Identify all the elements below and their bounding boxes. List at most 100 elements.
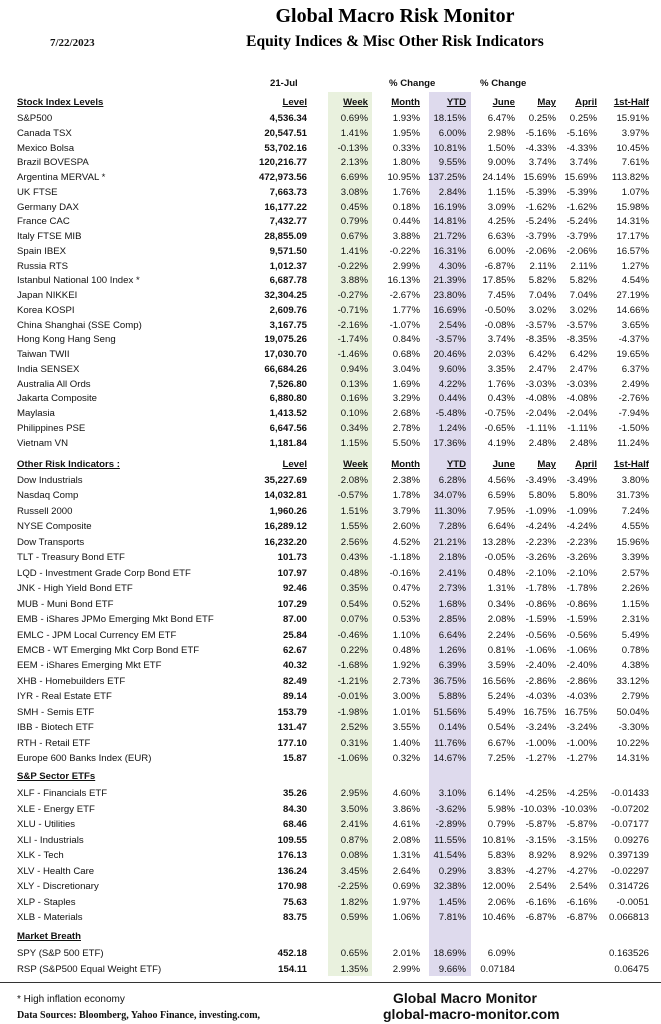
cell-1st-half: 0.397139 <box>608 850 649 861</box>
cell-month: 4.52% <box>392 536 420 548</box>
cell-april: -6.16% <box>566 896 597 908</box>
cell-june: 6.59% <box>487 490 515 502</box>
row-label: Korea KOSPI <box>17 304 75 316</box>
cell-ytd: 14.67% <box>433 753 466 765</box>
cell-level: 176.13 <box>277 850 307 861</box>
cell-june: -0.65% <box>484 422 515 434</box>
table-row: XLK - Tech 176.13 0.08% 1.31% 41.54% 5.83% 8.9… <box>0 848 661 863</box>
cell-1st-half: -2.76% <box>618 393 649 405</box>
cell-may: -3.15% <box>525 834 556 846</box>
cell-week: -0.13% <box>337 142 368 154</box>
cell-1st-half: 1.07% <box>621 186 649 198</box>
cell-1st-half: 11.24% <box>617 437 649 449</box>
table-row: SPY (S&P 500 ETF) 452.18 0.65% 2.01% 18.69% 6… <box>0 946 661 961</box>
cell-april: -1.62% <box>566 201 597 213</box>
cell-1st-half: 3.65% <box>621 319 649 331</box>
cell-week: 0.48% <box>340 567 368 579</box>
cell-month: 16.13% <box>387 275 420 287</box>
section-title: Market Breath <box>17 931 81 942</box>
cell-month: -1.07% <box>389 319 420 331</box>
cell-month: 1.10% <box>392 629 420 641</box>
cell-month: 0.44% <box>392 216 420 228</box>
cell-may: -4.25% <box>525 788 556 799</box>
cell-week: -0.27% <box>337 290 368 301</box>
cell-ytd: 14.81% <box>433 216 466 228</box>
cell-may: -3.26% <box>525 552 556 564</box>
cell-june: 7.45% <box>487 290 515 301</box>
cell-week: 0.34% <box>340 422 368 434</box>
cell-month: 0.84% <box>392 334 420 346</box>
cell-april: -2.23% <box>566 536 597 548</box>
cell-month: 2.73% <box>392 675 420 687</box>
cell-month: 2.99% <box>392 964 420 975</box>
column-header: Week <box>343 459 368 470</box>
cell-ytd: 16.31% <box>433 245 466 257</box>
cell-month: 1.95% <box>392 127 420 139</box>
cell-1st-half: 2.49% <box>621 378 649 390</box>
brand-name: Global Macro Monitor <box>393 990 537 1006</box>
cell-1st-half: 14.31% <box>616 753 649 765</box>
cell-1st-half: -0.0051 <box>616 896 649 908</box>
cell-month: 1.93% <box>392 113 420 124</box>
cell-ytd: 51.56% <box>433 706 466 718</box>
row-label: India SENSEX <box>17 363 80 375</box>
table-row: India SENSEX 66,684.26 0.94% 3.04% 9.60% 3.35… <box>0 362 661 377</box>
cell-ytd: 21.72% <box>433 231 466 242</box>
table-row: Australia All Ords 7,526.80 0.13% 1.69% 4.22… <box>0 377 661 392</box>
cell-week: 0.07% <box>340 614 368 626</box>
cell-week: 0.31% <box>340 737 368 749</box>
cell-1st-half: -3.30% <box>618 722 649 734</box>
cell-may: -2.04% <box>525 408 556 419</box>
cell-month: 1.31% <box>392 850 420 861</box>
column-header: 1st-Half <box>613 459 649 470</box>
cell-level: 89.14 <box>282 691 307 703</box>
cell-ytd: 10.81% <box>433 142 466 154</box>
column-header: May <box>537 459 556 470</box>
cell-week: 0.59% <box>340 912 368 923</box>
section-title: Stock Index Levels <box>17 97 104 108</box>
cell-april: -0.56% <box>566 629 597 641</box>
cell-1st-half: 1.27% <box>621 260 649 272</box>
cell-level: 9,571.50 <box>269 245 307 257</box>
cell-may: -1.27% <box>525 753 556 765</box>
cell-april: -4.27% <box>566 865 597 877</box>
cell-1st-half: 15.91% <box>616 113 649 124</box>
table-row: IBB - Biotech ETF 131.47 2.52% 3.55% 0.14% 0.… <box>0 720 661 735</box>
cell-level: 87.00 <box>282 614 307 626</box>
cell-ytd: 32.38% <box>433 881 466 892</box>
cell-may: -5.39% <box>525 186 556 198</box>
table-row: XLF - Financials ETF 35.26 2.95% 4.60% 3.10%… <box>0 786 661 801</box>
row-label: XLB - Materials <box>17 912 83 923</box>
column-header: Month <box>391 97 420 108</box>
cell-1st-half: 7.61% <box>621 157 649 169</box>
row-label: RSP (S&P500 Equal Weight ETF) <box>17 964 162 975</box>
cell-level: 19,075.26 <box>264 334 307 346</box>
cell-month: -0.22% <box>389 245 420 257</box>
cell-1st-half: -0.07202 <box>611 803 649 815</box>
cell-june: 3.35% <box>487 363 515 375</box>
table-row: JNK - High Yield Bond ETF 92.46 0.35% 0.47%… <box>0 581 661 596</box>
cell-ytd: 11.55% <box>434 834 466 846</box>
cell-june: 17.85% <box>482 275 515 287</box>
table-row: EMB - iShares JPMo Emerging Mkt Bond ETF… <box>0 612 661 627</box>
cell-may: 6.42% <box>528 349 556 360</box>
cell-ytd: 6.00% <box>438 127 466 139</box>
cell-june: 5.49% <box>487 706 515 718</box>
cell-ytd: 16.19% <box>433 201 466 213</box>
cell-level: 35,227.69 <box>264 475 307 486</box>
cell-1st-half: -0.02297 <box>611 865 649 877</box>
cell-may: -5.87% <box>525 819 556 830</box>
cell-ytd: 11.30% <box>434 505 466 517</box>
cell-june: 0.48% <box>487 567 515 579</box>
cell-1st-half: 1.15% <box>621 598 649 610</box>
cell-week: 0.22% <box>340 644 368 656</box>
cell-june: -0.05% <box>484 552 515 564</box>
cell-april: -6.87% <box>566 912 597 923</box>
row-label: S&P500 <box>17 113 53 124</box>
cell-ytd: 0.14% <box>438 722 466 734</box>
column-header: April <box>575 97 597 108</box>
cell-june: 24.14% <box>482 172 515 183</box>
cell-june: 3.59% <box>487 660 515 672</box>
table-row: EEM - iShares Emerging Mkt ETF 40.32 -1.68… <box>0 658 661 673</box>
cell-week: 1.41% <box>340 245 368 257</box>
